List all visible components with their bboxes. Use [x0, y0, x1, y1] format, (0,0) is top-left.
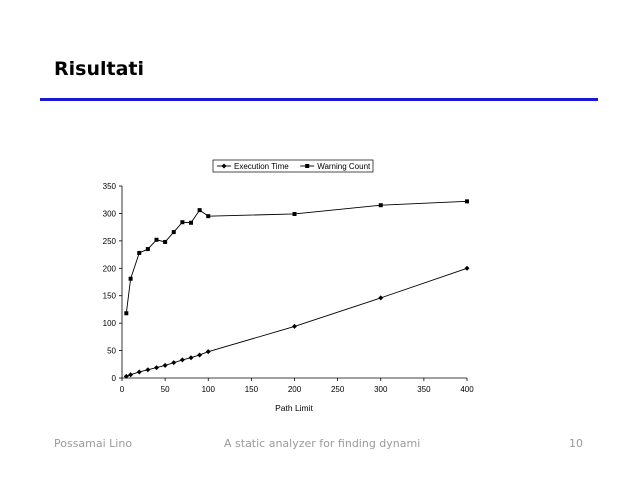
x-tick-label: 0 [120, 385, 125, 394]
chart-legend: Execution Time Warning Count [212, 159, 374, 173]
data-point [188, 355, 194, 361]
y-tick-label: 100 [103, 319, 117, 328]
data-point [136, 369, 142, 375]
data-point [205, 349, 211, 355]
y-tick-label: 350 [103, 182, 117, 191]
data-point [137, 250, 142, 255]
data-point [154, 365, 159, 371]
series-line-1 [125, 200, 468, 314]
slide-title: Risultati [54, 58, 144, 80]
data-point [128, 276, 133, 281]
data-point [145, 247, 150, 252]
data-point [163, 239, 168, 244]
y-tick-label: 250 [103, 237, 117, 246]
data-point [145, 367, 151, 373]
legend-label: Warning Count [317, 162, 371, 171]
x-axis-label: Path Limit [275, 403, 313, 413]
legend-marker [305, 164, 310, 168]
data-point [464, 265, 470, 271]
data-point [197, 208, 202, 213]
page-number: 10 [569, 437, 583, 450]
y-tick-label: 150 [103, 292, 117, 301]
y-tick-label: 200 [103, 264, 117, 273]
legend-label: Execution Time [234, 162, 289, 171]
series-line-0 [126, 267, 468, 377]
data-point [292, 211, 297, 216]
y-tick-label: 0 [112, 374, 117, 383]
chart-ticks: 0 50 100 150 200 250 300 350 0 50 100 150 200 250 300 3… [103, 182, 475, 394]
data-point [128, 372, 134, 378]
x-tick-label: 100 [202, 385, 216, 394]
data-point [292, 323, 297, 329]
data-point [378, 295, 384, 301]
data-point [378, 203, 383, 208]
legend-box [212, 159, 374, 173]
data-point [197, 352, 203, 358]
title-divider [40, 98, 598, 101]
data-point [171, 230, 176, 235]
data-point [180, 220, 185, 225]
chart-series [123, 199, 470, 379]
footer-title: A static analyzer for finding dynami [224, 437, 421, 450]
y-tick-label: 300 [103, 209, 117, 218]
data-point [179, 357, 185, 363]
x-tick-label: 350 [417, 385, 431, 394]
x-tick-label: 150 [245, 385, 259, 394]
legend-marker [221, 163, 227, 169]
y-tick-label: 50 [107, 347, 116, 356]
x-tick-label: 50 [161, 385, 170, 394]
data-point [124, 311, 129, 316]
x-tick-label: 250 [331, 385, 345, 394]
x-tick-label: 300 [374, 385, 388, 394]
data-point [189, 220, 193, 225]
data-point [123, 373, 129, 379]
data-point [171, 360, 177, 366]
x-tick-label: 200 [288, 385, 302, 394]
x-tick-label: 400 [460, 385, 474, 394]
data-point [206, 214, 211, 219]
data-point [465, 199, 469, 204]
data-point [162, 362, 168, 368]
data-point [154, 237, 159, 242]
footer-author: Possamai Lino [54, 437, 133, 450]
